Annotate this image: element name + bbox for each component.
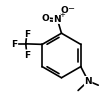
Text: +: + <box>59 12 65 18</box>
Text: F: F <box>24 29 30 38</box>
Text: F: F <box>24 51 30 59</box>
Text: F: F <box>12 40 18 49</box>
Text: −: − <box>67 4 74 13</box>
Text: O: O <box>42 14 50 23</box>
Text: N: N <box>84 77 92 86</box>
Text: O: O <box>61 6 69 15</box>
Text: N: N <box>53 15 61 24</box>
